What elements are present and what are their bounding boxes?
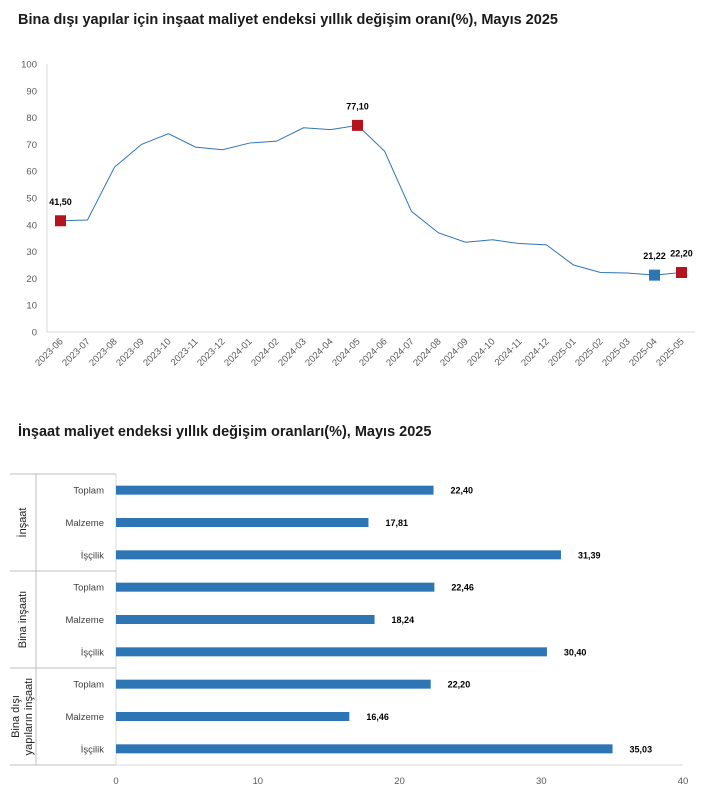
data-label: 41,50 — [49, 197, 72, 207]
category-label: Toplam — [73, 486, 104, 497]
data-point-marker — [649, 269, 660, 281]
category-label: İşçilik — [81, 550, 104, 561]
bar — [116, 550, 561, 560]
y-tick-label: 20 — [26, 274, 37, 285]
x-tick-label: 2024-11 — [493, 336, 525, 368]
data-label: 18,24 — [392, 615, 415, 625]
x-tick-label: 2023-08 — [87, 336, 119, 368]
data-label: 22,20 — [670, 249, 693, 259]
x-tick-label: 2025-03 — [600, 336, 632, 368]
data-label: 17,81 — [385, 518, 408, 528]
line-chart-title: Bina dışı yapılar için inşaat maliyet en… — [18, 12, 558, 28]
x-tick-label: 2024-01 — [222, 336, 254, 368]
x-tick-label: 20 — [394, 776, 405, 787]
data-label: 21,22 — [643, 251, 666, 261]
category-label: Malzeme — [65, 712, 104, 723]
y-tick-label: 70 — [26, 140, 37, 151]
x-tick-label: 2023-10 — [141, 336, 173, 368]
category-label: İşçilik — [81, 744, 104, 755]
group-label: İnşaat — [16, 508, 29, 538]
data-label: 31,39 — [578, 550, 601, 560]
data-label: 16,46 — [366, 712, 389, 722]
category-label: İşçilik — [81, 647, 104, 658]
line-chart: 01020304050607080901002023-062023-072023… — [21, 60, 695, 369]
bar — [116, 485, 434, 495]
group-label: Bina inşaatı — [17, 591, 29, 648]
bar — [116, 582, 435, 592]
x-tick-label: 2023-06 — [33, 336, 65, 368]
data-label: 30,40 — [564, 647, 587, 657]
y-tick-label: 10 — [26, 301, 37, 312]
y-tick-label: 90 — [26, 86, 37, 97]
bar — [116, 744, 613, 754]
category-label: Malzeme — [65, 518, 104, 529]
x-tick-label: 10 — [252, 776, 263, 787]
category-label: Toplam — [73, 583, 104, 594]
x-tick-label: 0 — [113, 776, 118, 787]
bar — [116, 712, 350, 721]
data-label: 35,03 — [630, 744, 653, 754]
y-tick-label: 40 — [26, 220, 37, 231]
x-tick-label: 2023-11 — [169, 336, 201, 368]
bar — [116, 518, 369, 527]
group-label-line: yapıların inşaatı — [23, 678, 35, 756]
bar — [116, 679, 431, 689]
data-point-marker — [55, 215, 66, 227]
x-tick-label: 2024-10 — [465, 336, 497, 368]
x-tick-label: 2025-04 — [627, 336, 659, 368]
y-tick-label: 30 — [26, 247, 37, 258]
bar-chart-title: İnşaat maliyet endeksi yıllık değişim or… — [18, 424, 432, 440]
group-label: Bina dışıyapıların inşaatı — [10, 678, 35, 756]
bar — [116, 647, 547, 657]
data-label: 22,20 — [448, 680, 471, 690]
x-tick-label: 2024-12 — [519, 336, 551, 368]
y-tick-label: 100 — [21, 60, 37, 71]
x-tick-label: 2024-02 — [249, 336, 281, 368]
y-tick-label: 80 — [26, 113, 37, 124]
x-tick-label: 2023-09 — [114, 336, 146, 368]
category-label: Malzeme — [65, 615, 104, 626]
x-tick-label: 2024-04 — [303, 336, 335, 368]
y-tick-label: 60 — [26, 167, 37, 178]
x-tick-label: 30 — [536, 776, 547, 787]
data-point-marker — [676, 267, 687, 279]
x-tick-label: 2025-05 — [654, 336, 686, 368]
data-point-marker — [352, 119, 363, 131]
x-tick-label: 2025-02 — [573, 336, 605, 368]
x-tick-label: 40 — [678, 776, 689, 787]
x-tick-label: 2023-07 — [60, 336, 92, 368]
x-tick-label: 2024-08 — [411, 336, 443, 368]
category-label: Toplam — [73, 680, 104, 691]
bar — [116, 615, 375, 624]
x-tick-label: 2024-03 — [276, 336, 308, 368]
data-label: 77,10 — [346, 101, 369, 111]
group-label-line: Bina dışı — [10, 695, 22, 738]
x-tick-label: 2023-12 — [195, 336, 227, 368]
y-tick-label: 0 — [32, 328, 37, 339]
data-label: 22,46 — [451, 583, 474, 593]
x-tick-label: 2024-06 — [357, 336, 389, 368]
series-line — [60, 124, 682, 276]
x-tick-label: 2024-07 — [384, 336, 416, 368]
data-label: 22,40 — [451, 486, 474, 496]
x-tick-label: 2024-05 — [330, 336, 362, 368]
x-tick-label: 2025-01 — [546, 336, 578, 368]
y-tick-label: 50 — [26, 194, 37, 205]
x-tick-label: 2024-09 — [438, 336, 470, 368]
